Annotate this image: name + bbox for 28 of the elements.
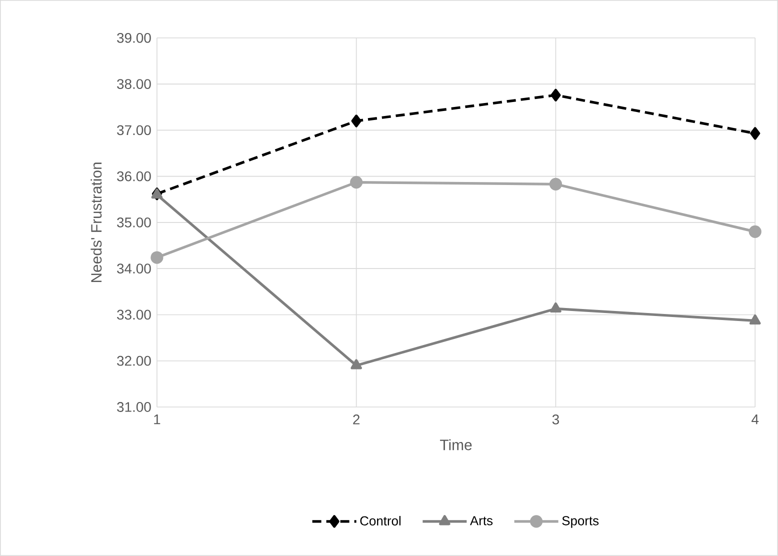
y-tick-label: 35.00 xyxy=(117,218,151,228)
x-tick-label: 4 xyxy=(752,414,759,424)
legend-label: Arts xyxy=(470,516,493,526)
legend-label: Sports xyxy=(562,516,599,528)
y-tick-label: 38.00 xyxy=(117,79,151,90)
point xyxy=(350,176,363,189)
legend-label: Control xyxy=(360,516,400,526)
point xyxy=(748,225,762,238)
y-axis-title: Needs' Frustration xyxy=(90,162,102,282)
y-tick-label: 36.00 xyxy=(117,171,151,182)
point xyxy=(351,114,362,128)
x-tick-label: 2 xyxy=(353,414,360,424)
point xyxy=(549,178,562,190)
point xyxy=(749,314,761,325)
y-tick-label: 31.00 xyxy=(117,402,151,412)
y-tick-label: 34.00 xyxy=(117,264,151,274)
y-tick-label: 39.00 xyxy=(117,32,151,43)
point xyxy=(150,251,164,264)
y-tick-label: 32.00 xyxy=(117,356,151,366)
x-tick-label: 3 xyxy=(552,414,559,424)
point xyxy=(550,88,561,102)
x-tick-label: 1 xyxy=(154,414,160,424)
y-tick-label: 33.00 xyxy=(117,310,151,320)
y-tick-label: 37.00 xyxy=(117,125,151,136)
point xyxy=(550,302,562,313)
x-axis-title: Time xyxy=(440,439,472,450)
point xyxy=(350,359,362,370)
point xyxy=(750,127,760,140)
